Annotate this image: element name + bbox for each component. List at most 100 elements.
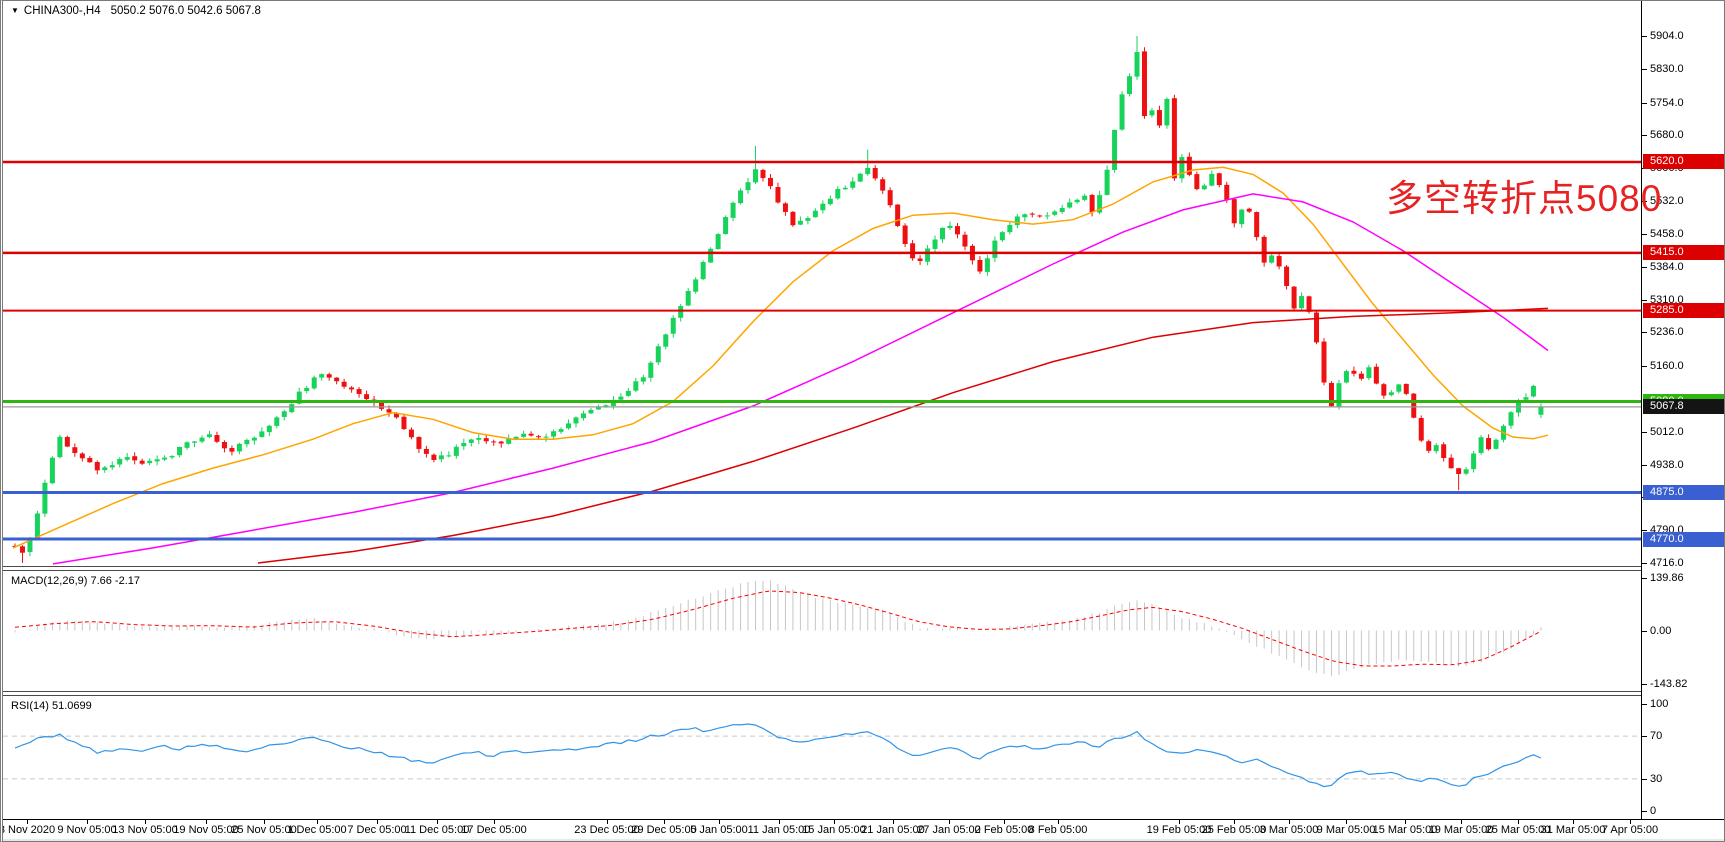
macd-tick-dash	[1642, 631, 1647, 632]
time-label: 21 Jan 05:00	[861, 824, 925, 836]
price-tick: 5384.0	[1650, 261, 1684, 273]
price-tick-dash	[1642, 366, 1647, 367]
price-tick-dash	[1642, 135, 1647, 136]
time-tick	[779, 820, 780, 824]
price-badge-4875.0: 4875.0	[1643, 485, 1724, 500]
price-tick: 5012.0	[1650, 426, 1684, 438]
time-axis[interactable]: 3 Nov 2020 9 Nov 05:00 13 Nov 05:00 19 Nov …	[0, 819, 1724, 840]
time-tick	[834, 820, 835, 824]
ma-slow-red	[257, 307, 1549, 564]
price-scale[interactable]: 5904.05830.05754.05680.05606.05532.05458…	[1641, 1, 1724, 819]
window-bottom-strip	[3, 839, 1724, 841]
time-label: 2 Feb 05:00	[974, 824, 1034, 836]
rsi-tick: 0	[1650, 805, 1657, 817]
macd-tick: 139.86	[1650, 572, 1684, 584]
time-tick	[1179, 820, 1180, 824]
rsi-panel-canvas[interactable]	[3, 696, 1725, 819]
price-tick: 5904.0	[1650, 30, 1684, 42]
macd-tick-dash	[1642, 578, 1647, 579]
time-label: 19 Mar 05:00	[1428, 824, 1494, 836]
time-tick	[1004, 820, 1005, 824]
time-label: 19 Feb 05:00	[1146, 824, 1212, 836]
price-tick-dash	[1642, 103, 1647, 104]
price-tick: 5160.0	[1650, 360, 1684, 372]
time-tick	[893, 820, 894, 824]
time-tick	[206, 820, 207, 824]
time-tick	[87, 820, 88, 824]
rsi-tick-dash	[1642, 704, 1647, 705]
price-tick: 5830.0	[1650, 63, 1684, 75]
time-label: 5 Jan 05:00	[690, 824, 748, 836]
time-tick	[949, 820, 950, 824]
time-tick	[377, 820, 378, 824]
time-label: 7 Dec 05:00	[347, 824, 407, 836]
price-tick: 5458.0	[1650, 228, 1684, 240]
price-tick-dash	[1642, 201, 1647, 202]
time-label: 15 Mar 05:00	[1372, 824, 1438, 836]
rsi-tick-dash	[1642, 779, 1647, 780]
time-tick	[1461, 820, 1462, 824]
annotation-text: 多空转折点5080	[1386, 178, 1663, 219]
price-chart-canvas[interactable]	[3, 1, 1725, 566]
time-label: 25 Feb 05:00	[1201, 824, 1267, 836]
time-tick	[1405, 820, 1406, 824]
panel-separator[interactable]	[3, 566, 1724, 571]
price-tick: 5532.0	[1650, 195, 1684, 207]
price-tick: 4938.0	[1650, 459, 1684, 471]
chevron-down-icon[interactable]: ▼	[11, 6, 19, 15]
price-tick: 5680.0	[1650, 129, 1684, 141]
ma-fast-orange	[12, 166, 1549, 549]
rsi-tick-dash	[1642, 736, 1647, 737]
price-tick-dash	[1642, 300, 1647, 301]
rsi-tick-dash	[1642, 811, 1647, 812]
macd-panel-canvas[interactable]	[3, 571, 1725, 691]
time-tick	[317, 820, 318, 824]
price-tick-dash	[1642, 332, 1647, 333]
time-tick	[1058, 820, 1059, 824]
time-label: 3 Nov 2020	[0, 824, 56, 836]
time-label: 3 Mar 05:00	[1259, 824, 1319, 836]
time-label: 27 Jan 05:00	[917, 824, 981, 836]
price-tick-dash	[1642, 234, 1647, 235]
price-badge-5067.8: 5067.8	[1643, 399, 1724, 414]
rsi-indicator-label: RSI(14) 51.0699	[11, 700, 92, 712]
symbol-period-label: CHINA300-,H4	[23, 5, 101, 17]
price-tick-dash	[1642, 563, 1647, 564]
price-badge-4770.0: 4770.0	[1643, 532, 1724, 547]
time-label: 19 Nov 05:00	[173, 824, 239, 836]
candles	[12, 36, 1544, 563]
time-tick	[1289, 820, 1290, 824]
time-tick	[27, 820, 28, 824]
macd-tick-dash	[1642, 684, 1647, 685]
time-label: 25 Mar 05:00	[1485, 824, 1551, 836]
price-tick-dash	[1642, 530, 1647, 531]
time-tick	[145, 820, 146, 824]
chart-title: ▼ CHINA300-,H4 5050.2 5076.0 5042.6 5067.8	[11, 5, 261, 17]
time-label: 13 Nov 05:00	[112, 824, 178, 836]
macd-indicator-label: MACD(12,26,9) 7.66 -2.17	[11, 575, 141, 587]
price-badge-5285.0: 5285.0	[1643, 303, 1724, 318]
time-label: 7 Apr 05:00	[1601, 824, 1659, 836]
price-badge-5620.0: 5620.0	[1643, 154, 1724, 169]
ma-mid-magenta	[52, 193, 1549, 565]
time-tick	[1518, 820, 1519, 824]
time-tick	[664, 820, 665, 824]
time-label: 15 Jan 05:00	[802, 824, 866, 836]
time-label: 25 Nov 05:00	[231, 824, 297, 836]
price-badge-5415.0: 5415.0	[1643, 245, 1724, 260]
rsi-line	[14, 723, 1542, 788]
time-label: 17 Dec 05:00	[461, 824, 527, 836]
macd-tick: 0.00	[1650, 625, 1672, 637]
panel-separator[interactable]	[3, 691, 1724, 696]
macd-tick: -143.82	[1650, 678, 1688, 690]
price-tick-dash	[1642, 267, 1647, 268]
time-tick	[494, 820, 495, 824]
rsi-tick: 70	[1650, 730, 1663, 742]
time-tick	[1630, 820, 1631, 824]
time-tick	[607, 820, 608, 824]
time-tick	[264, 820, 265, 824]
time-tick	[1234, 820, 1235, 824]
rsi-tick: 100	[1650, 698, 1669, 710]
time-tick	[1573, 820, 1574, 824]
